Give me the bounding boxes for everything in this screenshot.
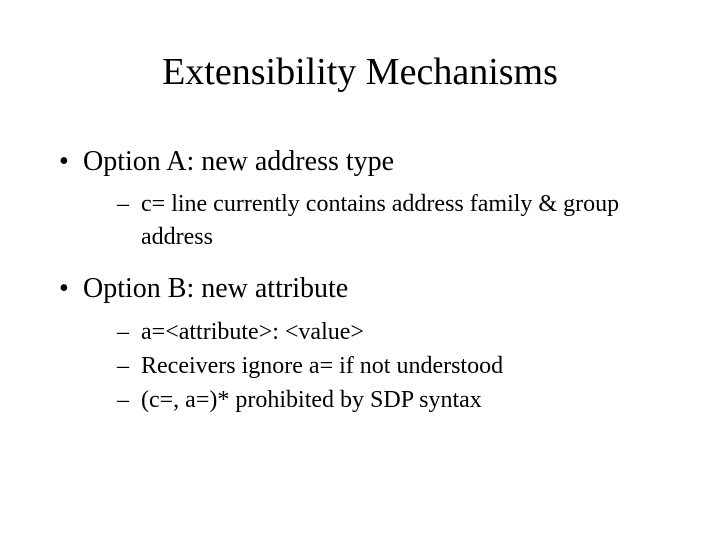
slide-title: Extensibility Mechanisms [55, 50, 665, 94]
sub-list: c= line currently contains address famil… [83, 188, 665, 253]
sub-list: a=<attribute>: <value> Receivers ignore … [83, 316, 665, 417]
bullet-text: Option A: new address type [83, 146, 394, 177]
sub-item: c= line currently contains address famil… [83, 188, 665, 253]
sub-item: Receivers ignore a= if not understood [83, 350, 665, 382]
bullet-item: Option A: new address type c= line curre… [55, 144, 665, 253]
bullet-text: Option B: new attribute [83, 273, 348, 304]
bullet-item: Option B: new attribute a=<attribute>: <… [55, 271, 665, 417]
sub-item: (c=, a=)* prohibited by SDP syntax [83, 384, 665, 416]
bullet-list: Option A: new address type c= line curre… [55, 144, 665, 417]
sub-item: a=<attribute>: <value> [83, 316, 665, 348]
